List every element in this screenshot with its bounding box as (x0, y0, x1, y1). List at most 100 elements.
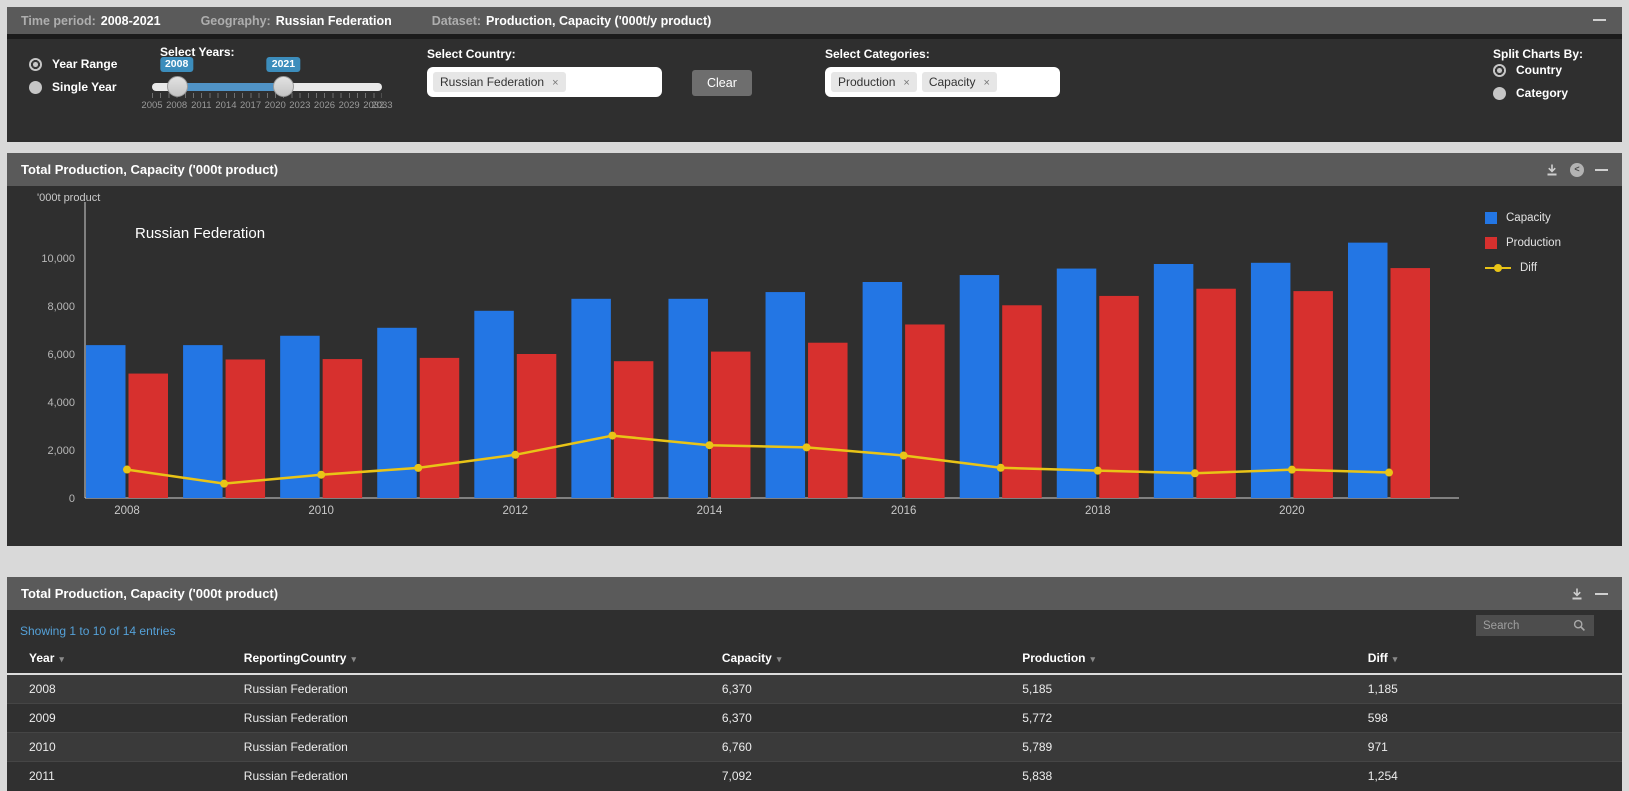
x-tick-label: 2008 (114, 505, 140, 517)
diff-point-2018 (1093, 466, 1102, 475)
legend-item-production[interactable]: Production (1485, 237, 1561, 249)
chart-panel-title: Total Production, Capacity ('000t produc… (21, 162, 279, 177)
globe-icon[interactable]: < (1570, 162, 1584, 177)
download-icon[interactable] (1570, 587, 1584, 601)
bar-production-2010 (322, 359, 363, 498)
legend-item-diff[interactable]: Diff (1485, 262, 1561, 274)
slider-tick-2014: 2014 (215, 100, 237, 111)
sort-icon: ▾ (1392, 654, 1398, 664)
column-header-capacity[interactable]: Capacity ▾ (699, 645, 1001, 675)
y-tick-label: 4,000 (47, 397, 75, 409)
x-tick-label: 2016 (891, 505, 917, 517)
bar-capacity-2019 (1153, 264, 1194, 498)
slider-tick-2008: 2008 (166, 100, 188, 111)
collapse-chart-icon[interactable] (1595, 168, 1608, 171)
year-from-tooltip[interactable]: 2008 (159, 57, 194, 72)
legend-marker-production (1485, 237, 1497, 249)
select-country-input[interactable]: Russian Federation × (427, 67, 662, 97)
table-cell: 5,772 (1022, 711, 1053, 725)
radio-single-year[interactable]: Single Year (29, 80, 117, 94)
radio-split-country[interactable]: Country (1493, 63, 1568, 77)
bar-capacity-2014 (668, 298, 708, 498)
slider-tick-2026: 2026 (313, 100, 336, 111)
diff-line (126, 434, 1390, 485)
column-header-year[interactable]: Year ▾ (7, 645, 222, 675)
legend-item-capacity[interactable]: Capacity (1485, 212, 1561, 224)
geography-label: Geography: (200, 13, 271, 28)
tag-russian-federation: Russian Federation × (433, 72, 566, 92)
y-tick-label: 2,000 (47, 445, 75, 457)
download-icon[interactable] (1545, 163, 1559, 177)
time-period-group: Time period: 2008-2021 (21, 14, 161, 28)
table-cell: 6,370 (721, 682, 752, 696)
table-cell: 5,838 (1022, 769, 1053, 783)
year-from-handle[interactable] (166, 76, 188, 97)
dataset-group: Dataset: Production, Capacity ('000t/y pr… (432, 14, 712, 28)
search-input[interactable] (1481, 618, 1573, 633)
table-panel-header: Total Production, Capacity ('000t produc… (7, 577, 1622, 610)
column-header-diff[interactable]: Diff ▾ (1345, 645, 1622, 675)
split-charts-radio-group: Country Category (1493, 63, 1568, 109)
collapse-topbar-icon[interactable] (1593, 19, 1606, 21)
table-cell: Russian Federation (243, 740, 348, 754)
table-row: 2008 Russian Federation 6,370 5,185 1,185 (7, 674, 1622, 704)
data-table: Year ▾ ReportingCountry ▾ Capacity ▾ Productio… (7, 645, 1622, 790)
slider-tick-2029: 2029 (338, 100, 360, 111)
bar-production-2012 (516, 354, 557, 498)
legend-marker-diff (1485, 262, 1511, 274)
clear-button[interactable]: Clear (692, 70, 752, 96)
remove-tag-icon[interactable]: × (552, 77, 559, 89)
radio-label: Year Range (52, 57, 118, 71)
bar-production-2015 (808, 342, 848, 498)
x-tick-label: 2018 (1085, 505, 1111, 517)
bar-capacity-2018 (1056, 268, 1097, 498)
y-tick-label: 6,000 (47, 349, 75, 361)
radio-dot-icon (1493, 86, 1506, 100)
remove-tag-icon[interactable]: × (903, 77, 910, 89)
year-slider-tick-labels: 2005 2008 2011 2014 2017 2020 2023 2026 2029 2032… (141, 100, 392, 112)
diff-point-2008 (123, 465, 131, 474)
y-tick-label: 8,000 (47, 301, 75, 313)
diff-point-2009 (220, 479, 229, 488)
table-cell: 5,789 (1022, 740, 1053, 754)
slider-tick-2017: 2017 (239, 100, 262, 111)
bar-production-2014 (710, 351, 751, 498)
year-to-tooltip[interactable]: 2021 (266, 57, 301, 72)
column-header-production[interactable]: Production ▾ (1000, 645, 1346, 675)
year-slider-fill (176, 83, 284, 91)
bar-production-2018 (1099, 295, 1139, 498)
divider (7, 34, 1622, 39)
bar-production-2017 (1002, 305, 1042, 498)
diff-point-2016 (899, 451, 908, 460)
slider-tick-2033: 2033 (371, 100, 393, 111)
legend-label: Diff (1520, 262, 1538, 274)
x-tick-label: 2012 (503, 505, 529, 517)
diff-point-2017 (996, 463, 1005, 472)
x-tick-label: 2014 (697, 505, 723, 517)
x-tick-label: 2020 (1279, 505, 1305, 517)
table-info-text: Showing 1 to 10 of 14 entries (20, 624, 176, 638)
radio-year-range[interactable]: Year Range (29, 57, 117, 71)
year-to-handle[interactable] (273, 76, 295, 97)
collapse-table-icon[interactable] (1595, 592, 1608, 595)
search-box[interactable] (1476, 615, 1594, 636)
tag-capacity: Capacity × (921, 72, 997, 92)
slider-tick-2011: 2011 (191, 100, 212, 111)
chart-panel-header: Total Production, Capacity ('000t produc… (7, 153, 1622, 186)
diff-point-2021 (1385, 468, 1393, 477)
select-categories-input[interactable]: Production × Capacity × (825, 67, 1060, 97)
year-slider-minor-ticks (152, 93, 382, 98)
table-cell: Russian Federation (243, 769, 348, 783)
radio-split-category[interactable]: Category (1493, 86, 1568, 100)
chart-panel: Total Production, Capacity ('000t produc… (7, 153, 1622, 546)
bar-production-2019 (1196, 288, 1236, 498)
column-header-reportingcountry[interactable]: ReportingCountry ▾ (221, 645, 700, 675)
remove-tag-icon[interactable]: × (983, 77, 990, 89)
table-panel: Total Production, Capacity ('000t produc… (7, 577, 1622, 791)
y-tick-label: 10,000 (41, 253, 75, 265)
table-row: 2011 Russian Federation 7,092 5,838 1,254 (7, 761, 1622, 790)
table-cell: 1,185 (1367, 682, 1398, 696)
top-summary-bar: Time period: 2008-2021 Geography: Russian … (7, 7, 1622, 34)
table-cell: 2008 (29, 682, 56, 696)
radio-dot-icon (29, 80, 42, 94)
